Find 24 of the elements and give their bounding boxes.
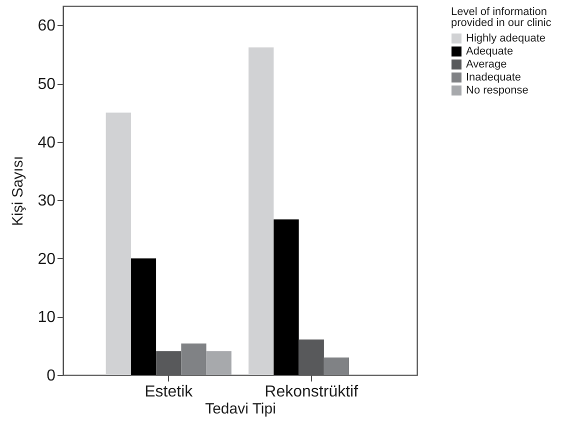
- bar: [248, 47, 274, 375]
- x-tick-label: Rekonstrüktif: [264, 384, 359, 400]
- legend-label: Highly adequate: [466, 32, 546, 44]
- y-tick-label: 10: [38, 309, 56, 326]
- x-axis-title: Tedavi Tipi: [205, 400, 276, 418]
- y-tick-label: 0: [46, 368, 56, 384]
- bar: [324, 358, 350, 375]
- bar: [130, 258, 156, 375]
- y-tick-label: 20: [38, 250, 56, 268]
- y-axis-title: Kişi Sayısı: [10, 156, 27, 226]
- bar: [181, 344, 206, 375]
- legend-label: Inadequate: [466, 72, 522, 84]
- legend-label: No response: [466, 84, 528, 96]
- y-tick-label: 50: [38, 76, 56, 94]
- legend-label: Adequate: [466, 46, 514, 58]
- y-tick-label: 30: [38, 192, 56, 210]
- y-tick-label: 60: [38, 18, 56, 35]
- legend-label: Average: [466, 58, 507, 70]
- legend-title: Level of information provided in our clinic: [451, 6, 552, 29]
- bar: [106, 112, 131, 375]
- bar: [274, 219, 299, 375]
- x-tick-label: Estetik: [144, 384, 194, 400]
- y-tick-label: 40: [38, 134, 56, 152]
- bar: [206, 351, 232, 375]
